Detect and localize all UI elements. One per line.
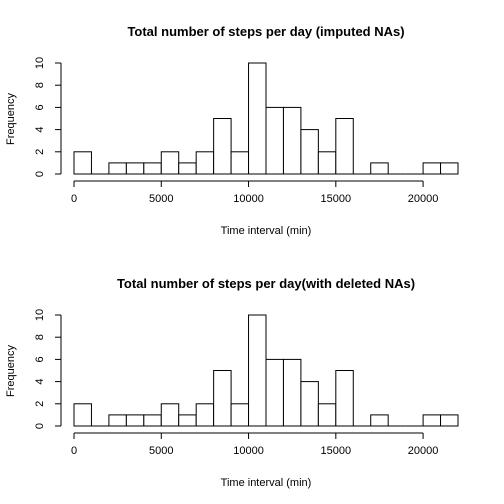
y-axis: 0 2 4 6 8 10	[34, 57, 62, 177]
histogram-bar	[422, 162, 442, 175]
y-tick-label: 6	[34, 356, 46, 362]
histogram-bar	[317, 151, 337, 175]
x-axis-label: Time interval (min)	[221, 477, 312, 489]
y-tick-label: 10	[34, 309, 46, 321]
histogram-bar	[73, 151, 92, 175]
y-tick-label: 8	[34, 82, 46, 88]
y-tick-label: 4	[34, 127, 46, 133]
histogram-bar	[73, 403, 92, 427]
histogram-panel-imputed: Total number of steps per day (imputed N…	[5, 24, 459, 237]
histogram-bar	[230, 151, 250, 175]
y-tick-label: 10	[34, 57, 46, 69]
y-tick-label: 4	[34, 379, 46, 385]
histogram-bar	[370, 162, 389, 175]
histogram-bar	[370, 414, 389, 427]
histogram-bar	[108, 162, 127, 175]
x-tick-label: 5000	[149, 193, 173, 205]
y-tick-label: 6	[34, 104, 46, 110]
histogram-bar	[265, 358, 284, 427]
x-tick-label: 0	[71, 193, 77, 205]
histogram-bar	[317, 403, 337, 427]
y-tick-label: 0	[34, 423, 46, 429]
x-axis: 0 5000 10000 15000 20000	[71, 180, 439, 205]
x-tick-label: 15000	[321, 445, 352, 457]
chart-title: Total number of steps per day(with delet…	[117, 276, 415, 291]
x-tick-label: 0	[71, 445, 77, 457]
histogram-bar	[335, 118, 354, 175]
histogram-bar	[213, 370, 232, 427]
histogram-bar	[160, 403, 180, 427]
histogram-bar	[160, 151, 180, 175]
histogram-bar	[248, 62, 267, 175]
histogram-bar	[213, 118, 232, 175]
histogram-bar	[248, 314, 267, 427]
y-tick-label: 8	[34, 334, 46, 340]
histogram-bar	[143, 414, 162, 427]
histogram-bar	[440, 414, 459, 427]
histogram-bar	[108, 414, 127, 427]
histogram-bar	[440, 162, 459, 175]
y-axis-label: Frequency	[5, 93, 17, 145]
histogram-bar	[125, 162, 145, 175]
y-tick-label: 2	[34, 401, 46, 407]
histogram-bar	[265, 106, 284, 175]
histogram-panel-deleted: Total number of steps per day(with delet…	[5, 276, 459, 489]
y-axis-label: Frequency	[5, 345, 17, 397]
x-tick-label: 15000	[321, 193, 352, 205]
y-tick-label: 0	[34, 171, 46, 177]
histogram-bar	[422, 414, 442, 427]
histogram-bar	[282, 358, 302, 427]
x-axis: 0 5000 10000 15000 20000	[71, 432, 439, 457]
histogram-bar	[178, 162, 197, 175]
y-axis: 0 2 4 6 8 10	[34, 309, 62, 429]
histogram-bar	[300, 129, 319, 175]
histogram-bar	[178, 414, 197, 427]
histogram-bar	[143, 162, 162, 175]
histogram-bar	[230, 403, 250, 427]
histogram-bar	[282, 106, 302, 175]
x-tick-label: 20000	[408, 193, 439, 205]
chart-title: Total number of steps per day (imputed N…	[127, 24, 404, 39]
bars	[73, 314, 459, 427]
histogram-bar	[125, 414, 145, 427]
x-tick-label: 5000	[149, 445, 173, 457]
histogram-bar	[195, 403, 215, 427]
histogram-bar	[300, 381, 319, 427]
x-tick-label: 10000	[233, 445, 264, 457]
x-axis-label: Time interval (min)	[221, 225, 312, 237]
bars	[73, 62, 459, 175]
histogram-bar	[335, 370, 354, 427]
x-tick-label: 10000	[233, 193, 264, 205]
y-tick-label: 2	[34, 149, 46, 155]
x-tick-label: 20000	[408, 445, 439, 457]
histogram-bar	[195, 151, 215, 175]
